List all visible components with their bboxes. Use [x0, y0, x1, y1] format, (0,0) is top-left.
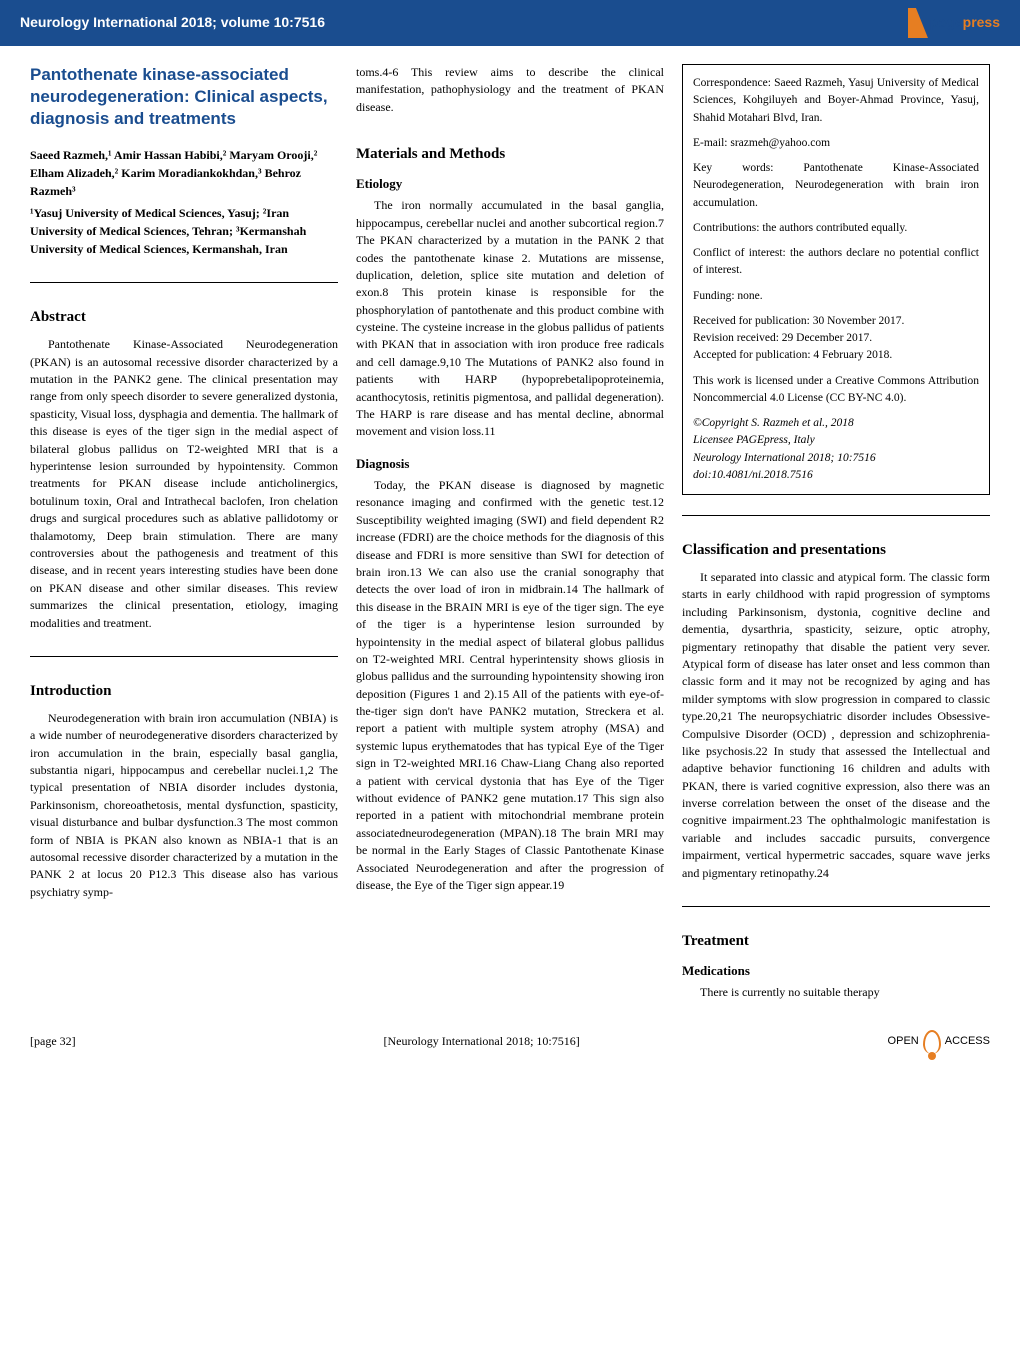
- section-divider: [30, 656, 338, 657]
- open-label: OPEN: [888, 1034, 919, 1049]
- authors: Saeed Razmeh,¹ Amir Hassan Habibi,² Mary…: [30, 146, 338, 200]
- medications-heading: Medications: [682, 962, 990, 980]
- pagepress-icon: [888, 8, 928, 38]
- publisher-logo: pagepress: [888, 8, 1000, 38]
- contributions: Contributions: the authors contributed e…: [693, 220, 979, 237]
- journal-header: Neurology International 2018; volume 10:…: [0, 0, 1020, 46]
- doi: doi:10.4081/ni.2018.7516: [693, 467, 979, 484]
- conflict: Conflict of interest: the authors declar…: [693, 245, 979, 280]
- introduction-text: Neurodegeneration with brain iron accumu…: [30, 710, 338, 901]
- introduction-heading: Introduction: [30, 677, 338, 702]
- open-access-icon: [923, 1030, 941, 1054]
- funding: Funding: none.: [693, 288, 979, 305]
- materials-heading: Materials and Methods: [356, 140, 664, 165]
- correspondence: Correspondence: Saeed Razmeh, Yasuj Univ…: [693, 75, 979, 127]
- classification-heading: Classification and presentations: [682, 536, 990, 561]
- column-2: toms.4-6 This review aims to describe th…: [356, 64, 664, 1002]
- copyright: ©Copyright S. Razmeh et al., 2018: [693, 415, 979, 432]
- footer-citation: [Neurology International 2018; 10:7516]: [383, 1033, 579, 1050]
- etiology-heading: Etiology: [356, 175, 664, 193]
- page-footer: [page 32] [Neurology International 2018;…: [0, 1020, 1020, 1064]
- received: Received for publication: 30 November 20…: [693, 313, 979, 330]
- article-content: Pantothenate kinase-associated neurodege…: [0, 46, 1020, 1020]
- open-access-badge: OPEN ACCESS: [888, 1030, 990, 1054]
- section-divider: [682, 906, 990, 907]
- license: This work is licensed under a Creative C…: [693, 373, 979, 408]
- diagnosis-text: Today, the PKAN disease is diagnosed by …: [356, 477, 664, 894]
- accepted: Accepted for publication: 4 February 201…: [693, 347, 979, 364]
- journal-title: Neurology International 2018; volume 10:…: [20, 13, 325, 33]
- access-label: ACCESS: [945, 1034, 990, 1049]
- classification-text: It separated into classic and atypical f…: [682, 569, 990, 882]
- etiology-text: The iron normally accumulated in the bas…: [356, 197, 664, 440]
- treatment-heading: Treatment: [682, 927, 990, 952]
- logo-text: pagepress: [930, 13, 1000, 33]
- abstract-heading: Abstract: [30, 303, 338, 328]
- email: E-mail: srazmeh@yahoo.com: [693, 135, 979, 152]
- column-1: Pantothenate kinase-associated neurodege…: [30, 64, 338, 1002]
- revision: Revision received: 29 December 2017.: [693, 330, 979, 347]
- medications-text: There is currently no suitable therapy: [682, 984, 990, 1001]
- licensee: Licensee PAGEpress, Italy: [693, 432, 979, 449]
- citation: Neurology International 2018; 10:7516: [693, 450, 979, 467]
- section-divider: [30, 282, 338, 283]
- article-title: Pantothenate kinase-associated neurodege…: [30, 64, 338, 130]
- intro-continuation: toms.4-6 This review aims to describe th…: [356, 64, 664, 116]
- keywords: Key words: Pantothenate Kinase-Associate…: [693, 160, 979, 212]
- info-box: Correspondence: Saeed Razmeh, Yasuj Univ…: [682, 64, 990, 495]
- page-number: [page 32]: [30, 1033, 76, 1050]
- abstract-text: Pantothenate Kinase-Associated Neurodege…: [30, 336, 338, 632]
- column-3: Correspondence: Saeed Razmeh, Yasuj Univ…: [682, 64, 990, 1002]
- diagnosis-heading: Diagnosis: [356, 455, 664, 473]
- affiliations: ¹Yasuj University of Medical Sciences, Y…: [30, 204, 338, 258]
- section-divider: [682, 515, 990, 516]
